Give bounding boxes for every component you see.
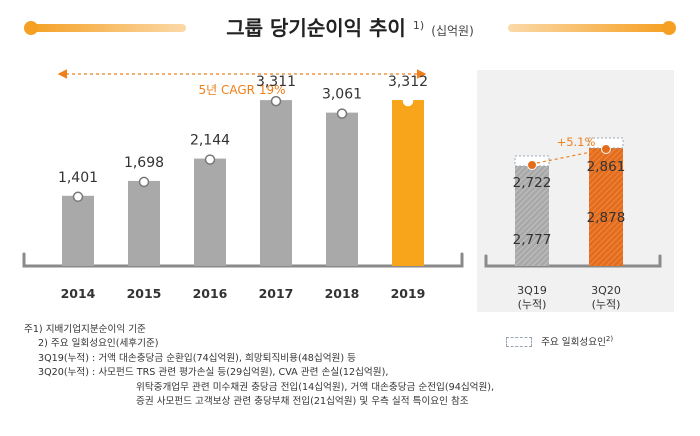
bar-2014 (62, 195, 94, 266)
bar-marker-2018 (336, 108, 348, 119)
bar-marker-2014 (72, 191, 84, 203)
data-label-2015: 1,698 (124, 155, 164, 171)
adjusted-label-3Q19: 2,777 (513, 232, 552, 248)
tick-sublabel-3Q20: (누적) (592, 298, 621, 311)
chart-title: 그룹 당기순이익 추이 1) (십억원) (200, 12, 500, 41)
legend-dashed-swatch (506, 337, 532, 347)
legend-footnote-marker: 2) (605, 334, 614, 343)
tick-label-2019: 2019 (391, 286, 426, 301)
bar-marker-2015 (138, 176, 150, 188)
data-label-2016: 2,144 (190, 133, 230, 149)
quarterly-bar-chart: 2,7222,7773Q19(누적)2,8612,8783Q20(누적)+5.1… (484, 135, 662, 311)
footnote-3q20-line3: 증권 사모펀드 고객보상 관련 충당부채 전입(21십억원) 및 우측 실적 특… (136, 396, 469, 408)
footnote-3q20-line2: 위탁중개업무 관련 미수채권 충당금 전입(14십억원), 거액 대손충당금 순… (136, 381, 495, 393)
title-left-dot (24, 21, 38, 35)
title-left-decoration (28, 24, 186, 32)
bar-marker-3Q20 (601, 144, 611, 154)
adjusted-label-3Q20: 2,878 (587, 210, 626, 226)
footnotes: 주1) 지배기업지분순이익 기준 2) 주요 일회성요인(세후기준) 3Q19(… (24, 323, 564, 409)
title-right-dot (662, 21, 676, 35)
footnote-3q19-text: 거액 대손충당금 순환입(74십억원), 희망퇴직비용(48십억원) 등 (98, 352, 356, 364)
bar-2018 (326, 112, 358, 266)
title-unit: (십억원) (431, 24, 474, 38)
footnote-3q19-label: 3Q19(누적) : (38, 352, 96, 364)
title-footnote-marker: 1) (412, 18, 425, 32)
data-label-2019: 3,312 (388, 74, 428, 90)
reported-label-3Q20: 2,861 (587, 159, 626, 175)
bar-2015 (128, 180, 160, 266)
quarterly-panel-background (477, 70, 674, 312)
bar-marker-2017 (270, 95, 282, 107)
net-income-chart: 5년 CAGR 19% 1,401 2014 1,698 2015 2,144 2016 3,… (22, 69, 662, 311)
tick-label-3Q19: 3Q19 (517, 284, 547, 297)
reported-label-3Q19: 2,722 (513, 175, 552, 191)
footnote-1: 주1) 지배기업지분순이익 기준 (24, 324, 146, 335)
bar-marker-2019 (402, 95, 414, 107)
bar-2017 (260, 100, 292, 266)
data-label-2017: 3,311 (256, 74, 296, 90)
footnote-3q20-line1: 사모펀드 TRS 관련 평가손실 등(29십억원), CVA 관련 손실(12십… (98, 367, 389, 379)
title-area: 그룹 당기순이익 추이 1) (십억원) (0, 0, 700, 56)
tick-label-2017: 2017 (259, 286, 294, 301)
tick-label-3Q20: 3Q20 (591, 284, 621, 297)
bar-marker-3Q19 (527, 160, 537, 170)
tick-label-2014: 2014 (61, 286, 96, 301)
x-axis-line (22, 252, 464, 268)
legend: 주요 일회성요인2) (506, 334, 613, 348)
footnote-3q19: 3Q19(누적) : 거액 대손충당금 순환입(74십억원), 희망퇴직비용(4… (24, 352, 564, 366)
title-main: 그룹 당기순이익 추이 (226, 16, 406, 40)
tick-sublabel-3Q19: (누적) (518, 298, 547, 311)
bar-2016 (194, 158, 226, 266)
side-x-axis-line (484, 254, 662, 268)
growth-label: +5.1% (557, 135, 596, 149)
tick-label-2016: 2016 (193, 286, 228, 301)
footnote-3q20: 3Q20(누적) : 사모펀드 TRS 관련 평가손실 등(29십억원), CV… (24, 366, 564, 380)
tick-label-2015: 2015 (127, 286, 162, 301)
data-label-2018: 3,061 (322, 87, 362, 103)
cagr-label: 5년 CAGR 19% (199, 83, 286, 97)
bar-3Q20 (589, 148, 623, 266)
bar-2019 (392, 100, 424, 267)
legend-label: 주요 일회성요인 (541, 337, 606, 348)
growth-line (536, 149, 602, 164)
title-right-decoration (508, 24, 668, 32)
footnote-2: 2) 주요 일회성요인(세후기준) (38, 338, 159, 350)
data-label-2014: 1,401 (58, 170, 98, 186)
footnote-3q20-label: 3Q20(누적) : (38, 367, 96, 379)
bar-3Q19 (515, 166, 549, 266)
bar-marker-2016 (204, 154, 216, 165)
tick-label-2018: 2018 (325, 286, 360, 301)
annual-bar-chart: 5년 CAGR 19% 1,401 2014 1,698 2015 2,144 2016 3,… (22, 69, 464, 301)
